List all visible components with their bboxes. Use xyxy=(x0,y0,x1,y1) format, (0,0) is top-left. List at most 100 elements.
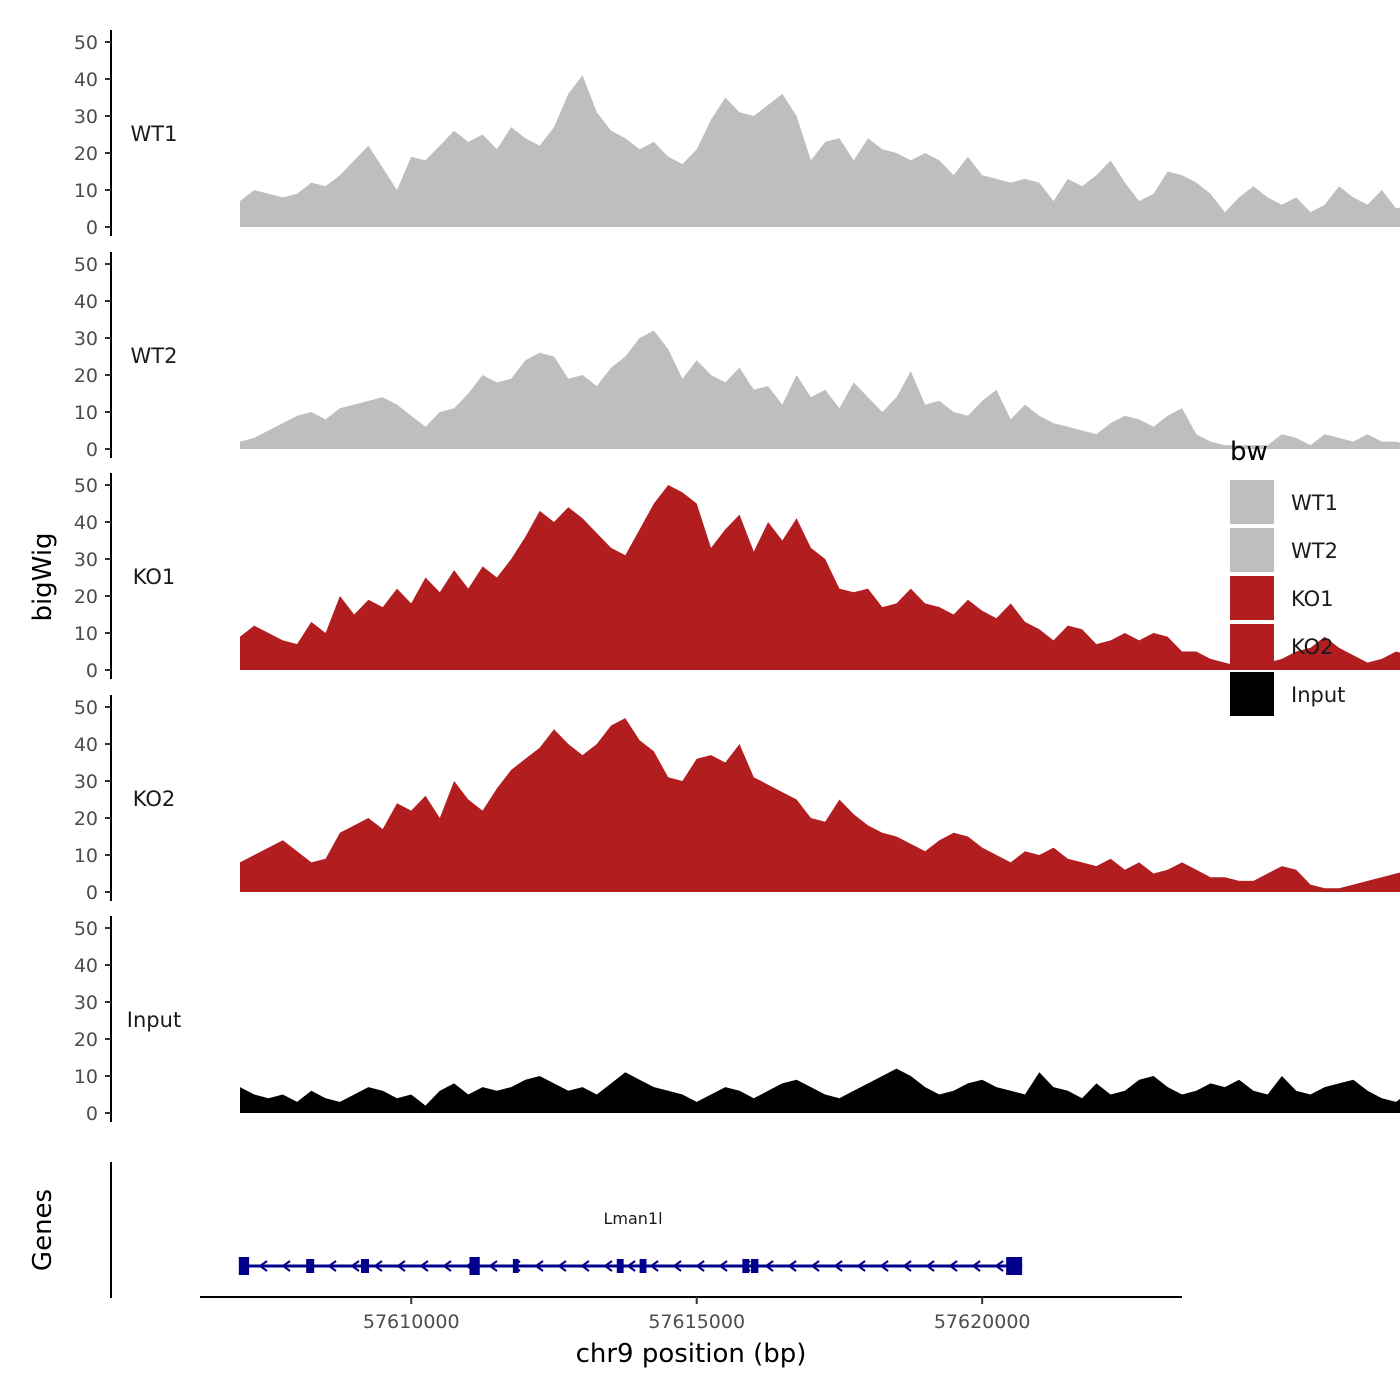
y-tick-label: 40 xyxy=(74,291,98,313)
x-tick-label: 57620000 xyxy=(934,1311,1031,1333)
track-label: WT1 xyxy=(131,122,178,146)
y-tick-label: 30 xyxy=(74,992,98,1014)
legend-label: Input xyxy=(1291,683,1345,707)
gene-exon xyxy=(1006,1257,1023,1275)
strand-arrow xyxy=(603,1260,613,1272)
gene-exon xyxy=(469,1257,480,1275)
gene-exon xyxy=(750,1259,759,1273)
y-tick-label: 0 xyxy=(86,1103,98,1125)
y-tick-label: 20 xyxy=(74,1029,98,1051)
y-axis-title: bigWig xyxy=(28,532,58,621)
x-tick-label: 57615000 xyxy=(648,1311,745,1333)
strand-arrow xyxy=(442,1260,452,1272)
y-tick-label: 0 xyxy=(86,882,98,904)
strand-arrow xyxy=(925,1260,935,1272)
strand-arrow xyxy=(810,1260,820,1272)
strand-arrow xyxy=(695,1260,705,1272)
y-tick-label: 10 xyxy=(74,402,98,424)
strand-arrow xyxy=(672,1260,682,1272)
legend-item-wt2: WT2 xyxy=(1230,528,1338,572)
area-input xyxy=(240,1068,1400,1113)
area-ko1 xyxy=(240,485,1400,670)
legend-item-input: Input xyxy=(1230,672,1345,716)
y-tick-label: 40 xyxy=(74,955,98,977)
legend-swatch xyxy=(1230,528,1274,572)
y-tick-label: 20 xyxy=(74,808,98,830)
strand-arrow xyxy=(396,1260,406,1272)
strand-arrow xyxy=(373,1260,383,1272)
legend-swatch xyxy=(1230,576,1274,620)
track-ko1: 0 10 20 30 40 50 KO1 xyxy=(74,473,1400,682)
y-tick-label: 10 xyxy=(74,1066,98,1088)
strand-arrow xyxy=(534,1260,544,1272)
y-tick-label: 30 xyxy=(74,106,98,128)
legend-item-ko1: KO1 xyxy=(1230,576,1334,620)
gene-exon xyxy=(238,1257,250,1275)
legend-title: bw xyxy=(1230,437,1268,467)
strand-arrow xyxy=(948,1260,958,1272)
strand-arrow xyxy=(626,1260,636,1272)
y-tick-label: 0 xyxy=(86,660,98,682)
strand-arrow xyxy=(971,1260,981,1272)
legend-label: KO1 xyxy=(1291,587,1334,611)
legend-item-ko2: KO2 xyxy=(1230,624,1334,668)
strand-arrow xyxy=(327,1260,337,1272)
track-label: KO1 xyxy=(133,565,176,589)
strand-arrow xyxy=(856,1260,866,1272)
strand-arrow xyxy=(787,1260,797,1272)
gene-exon xyxy=(742,1259,750,1273)
strand-arrow xyxy=(718,1260,728,1272)
strand-arrow xyxy=(488,1260,498,1272)
track-wt2: 0 10 20 30 40 50 WT2 xyxy=(74,252,1400,461)
y-tick-label: 50 xyxy=(74,918,98,940)
y-tick-label: 0 xyxy=(86,439,98,461)
strand-arrow xyxy=(649,1260,659,1272)
bigwig-tracks: 0 10 20 30 40 50 WT1 0 10 20 30 40 50 WT2 0 10 20 30 40 50 K… xyxy=(74,30,1400,1125)
strand-arrow xyxy=(350,1260,360,1272)
track-ko2: 0 10 20 30 40 50 KO2 xyxy=(74,695,1400,904)
strand-arrow xyxy=(557,1260,567,1272)
y-tick-label: 20 xyxy=(74,365,98,387)
legend-swatch xyxy=(1230,624,1274,668)
track-input: 0 10 20 30 40 50 Input xyxy=(74,916,1400,1125)
gene-exon xyxy=(512,1259,519,1273)
gene-track-title: Genes xyxy=(28,1189,58,1271)
track-label: Input xyxy=(127,1008,181,1032)
legend-label: KO2 xyxy=(1291,635,1334,659)
legend-label: WT2 xyxy=(1291,539,1338,563)
y-tick-label: 40 xyxy=(74,512,98,534)
strand-arrow xyxy=(833,1260,843,1272)
y-tick-label: 50 xyxy=(74,32,98,54)
y-tick-label: 10 xyxy=(74,180,98,202)
strand-arrow xyxy=(281,1260,291,1272)
y-tick-label: 50 xyxy=(74,475,98,497)
area-ko2 xyxy=(240,718,1400,892)
strand-arrow xyxy=(580,1260,590,1272)
y-tick-label: 50 xyxy=(74,697,98,719)
strand-arrow xyxy=(419,1260,429,1272)
strand-arrow xyxy=(994,1260,1004,1272)
track-wt1: 0 10 20 30 40 50 WT1 xyxy=(74,30,1400,239)
legend-item-wt1: WT1 xyxy=(1230,480,1338,524)
y-tick-label: 30 xyxy=(74,328,98,350)
y-tick-label: 0 xyxy=(86,217,98,239)
gene-exon xyxy=(616,1259,624,1273)
y-tick-label: 50 xyxy=(74,254,98,276)
legend-swatch xyxy=(1230,480,1274,524)
strand-arrow xyxy=(902,1260,912,1272)
y-tick-label: 20 xyxy=(74,143,98,165)
gene-exon xyxy=(306,1259,315,1273)
y-tick-label: 40 xyxy=(74,734,98,756)
y-tick-label: 30 xyxy=(74,549,98,571)
legend: bw WT1 WT2 KO1 KO2 Input xyxy=(1230,437,1345,716)
y-tick-label: 40 xyxy=(74,69,98,91)
x-tick-label: 57610000 xyxy=(363,1311,460,1333)
strand-arrow xyxy=(258,1260,268,1272)
strand-arrow xyxy=(879,1260,889,1272)
y-tick-label: 10 xyxy=(74,623,98,645)
track-label: KO2 xyxy=(133,787,176,811)
track-label: WT2 xyxy=(131,344,178,368)
legend-swatch xyxy=(1230,672,1274,716)
gene-exon xyxy=(361,1259,369,1273)
